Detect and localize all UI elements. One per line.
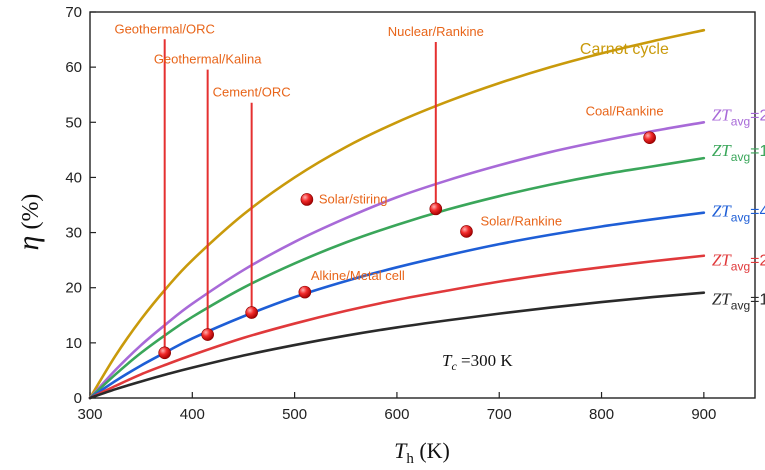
curve-label-symbol: ZT: [712, 202, 732, 221]
annotation-subscript: c: [451, 359, 457, 373]
point-label-cement-orc: Cement/ORC: [213, 85, 291, 100]
curve-labels: Carnot cycleZTavg=20ZTavg=10ZTavg=4ZTavg…: [580, 41, 765, 312]
y-axis-unit: (%): [18, 194, 44, 236]
data-point-nuclear-rankine: [429, 202, 443, 216]
y-tick-label: 50: [65, 114, 82, 131]
x-tick-label: 900: [691, 406, 716, 423]
cold-side-temp-annotation: Tc =300 K: [442, 351, 513, 373]
data-point-alkine-metal-cell: [298, 285, 312, 299]
curve-carnot-cycle: [88, 28, 706, 400]
point-label-alkine-metal-cell: Alkine/Metal cell: [311, 268, 405, 283]
y-tick-label: 60: [65, 59, 82, 76]
curve-ztavg-10: [88, 156, 706, 400]
curve-label-value: =1: [750, 292, 765, 309]
y-tick-label: 0: [74, 390, 82, 407]
curve-label-subscript: avg: [731, 260, 750, 274]
curve-ztavg-20: [88, 120, 706, 400]
curve-ztavg-1: [88, 291, 706, 400]
curve-label-ztavg-4: ZTavg=4: [712, 202, 765, 225]
point-label-nuclear-rankine: Nuclear/Rankine: [388, 24, 484, 39]
x-axis-ticks: 300 400 500 600 700 800 900: [77, 392, 716, 423]
x-tick-label: 500: [282, 406, 307, 423]
data-point-geothermal-orc: [158, 346, 171, 360]
y-axis-ticks: 0 10 20 30 40 50 60 70: [65, 4, 96, 407]
y-tick-label: 20: [65, 280, 82, 297]
x-tick-label: 600: [384, 406, 409, 423]
x-axis-unit: (K): [414, 438, 450, 463]
point-label-solar-rankine: Solar/Rankine: [480, 213, 562, 228]
efficiency-curves: [88, 28, 706, 400]
technology-markers: Geothermal/ORC Geothermal/Kalina Cement/OR…: [114, 21, 664, 360]
y-axis-symbol: η: [12, 236, 45, 251]
curve-label-symbol: ZT: [712, 251, 732, 270]
y-tick-label: 10: [65, 335, 82, 352]
x-axis-title: Th (K): [394, 438, 450, 467]
curve-label-value: =20: [750, 107, 765, 124]
point-label-coal-rankine: Coal/Rankine: [586, 104, 664, 119]
point-label-geothermal-orc: Geothermal/ORC: [114, 21, 214, 36]
curve-label-symbol: ZT: [712, 105, 732, 124]
curve-label-ztavg-20: ZTavg=20: [712, 105, 765, 128]
curve-label-value: =10: [750, 143, 765, 160]
curve-label-symbol: ZT: [712, 290, 732, 309]
curve-ztavg-2: [88, 254, 706, 400]
curve-label-ztavg-10: ZTavg=10: [712, 141, 765, 164]
data-point-solar-rankine: [460, 225, 473, 238]
y-axis-title: η (%): [12, 194, 45, 251]
x-axis-subscript: h: [406, 451, 414, 467]
curve-label-subscript: avg: [731, 114, 750, 128]
point-label-solar-stiring: Solar/stiring: [319, 191, 388, 206]
y-tick-label: 30: [65, 225, 82, 242]
y-tick-label: 70: [65, 4, 82, 21]
curve-label-value: =4: [750, 204, 765, 221]
x-tick-label: 400: [180, 406, 205, 423]
x-axis-symbol: T: [394, 438, 408, 463]
annotation-value: =300 K: [457, 351, 514, 370]
x-tick-label: 700: [487, 406, 512, 423]
curve-label-subscript: avg: [731, 299, 750, 313]
curve-label-subscript: avg: [731, 211, 750, 225]
curve-label-ztavg-2: ZTavg=2: [712, 251, 765, 274]
curve-ztavg-4: [88, 211, 706, 400]
data-point-cement-orc: [245, 306, 258, 319]
curve-label-ztavg-1: ZTavg=1: [712, 290, 765, 313]
plot-area-frame: [89, 11, 756, 399]
curve-label-carnot-cycle: Carnot cycle: [580, 41, 669, 58]
x-tick-label: 800: [589, 406, 614, 423]
annotation-symbol: T: [442, 351, 453, 370]
y-tick-label: 40: [65, 169, 82, 186]
curve-label-symbol: ZT: [712, 141, 732, 160]
data-point-solar-stiring: [300, 193, 314, 206]
plot-frame-group: [89, 11, 756, 399]
point-label-geothermal-kalina: Geothermal/Kalina: [154, 52, 262, 67]
curve-label-subscript: avg: [731, 150, 750, 164]
curve-label-value: =2: [750, 253, 765, 270]
x-tick-label: 300: [77, 406, 102, 423]
data-point-coal-rankine: [643, 131, 656, 145]
data-point-geothermal-kalina: [201, 328, 214, 341]
